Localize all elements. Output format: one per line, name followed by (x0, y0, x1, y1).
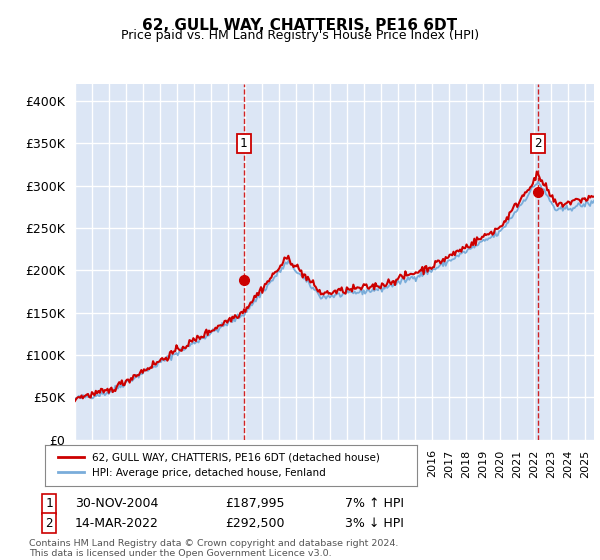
Text: 2: 2 (46, 517, 53, 530)
Text: £292,500: £292,500 (225, 517, 284, 530)
Legend: 62, GULL WAY, CHATTERIS, PE16 6DT (detached house), HPI: Average price, detached: 62, GULL WAY, CHATTERIS, PE16 6DT (detac… (54, 449, 385, 482)
Text: Price paid vs. HM Land Registry's House Price Index (HPI): Price paid vs. HM Land Registry's House … (121, 29, 479, 42)
Text: This data is licensed under the Open Government Licence v3.0.: This data is licensed under the Open Gov… (29, 549, 331, 558)
Text: 30-NOV-2004: 30-NOV-2004 (75, 497, 158, 510)
Text: 62, GULL WAY, CHATTERIS, PE16 6DT: 62, GULL WAY, CHATTERIS, PE16 6DT (142, 18, 458, 33)
Text: 14-MAR-2022: 14-MAR-2022 (75, 517, 159, 530)
Text: £187,995: £187,995 (225, 497, 284, 510)
Text: 2: 2 (534, 137, 542, 150)
Text: 1: 1 (46, 497, 53, 510)
Text: 7% ↑ HPI: 7% ↑ HPI (345, 497, 404, 510)
Text: Contains HM Land Registry data © Crown copyright and database right 2024.: Contains HM Land Registry data © Crown c… (29, 539, 398, 548)
Text: 3% ↓ HPI: 3% ↓ HPI (345, 517, 404, 530)
Text: 1: 1 (240, 137, 248, 150)
